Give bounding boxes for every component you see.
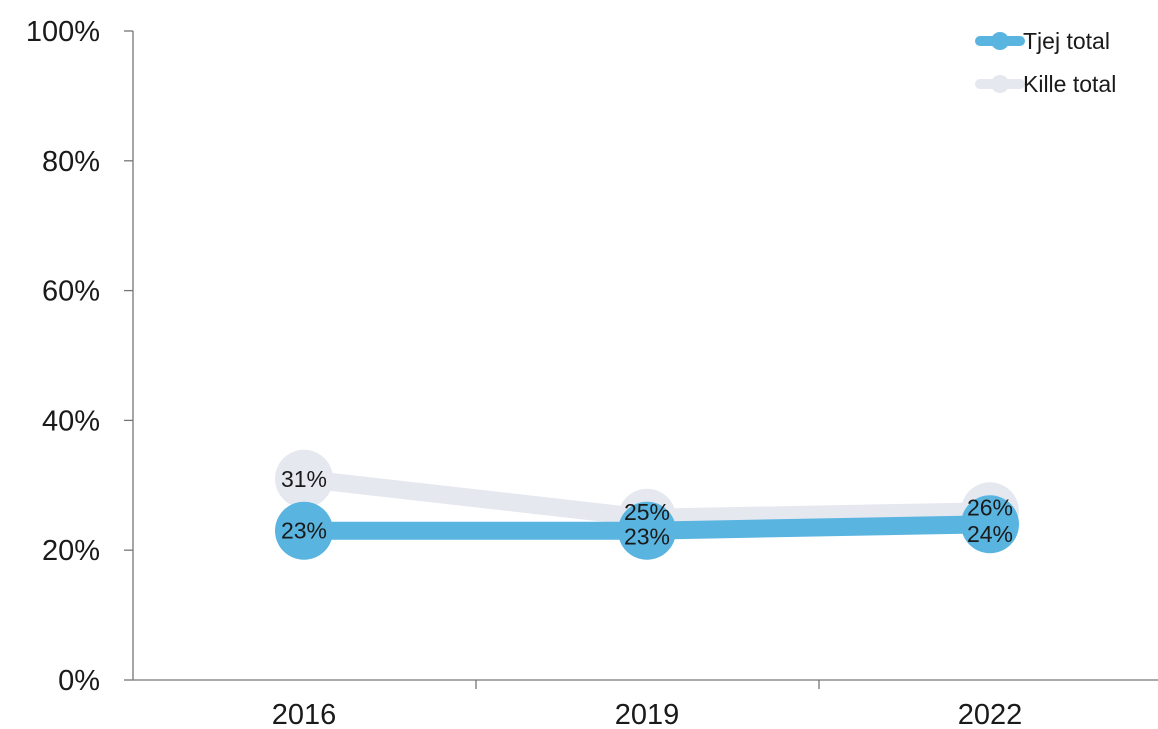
series-1-point — [275, 449, 333, 508]
series-layer — [275, 449, 1019, 560]
data-label: 25% — [624, 499, 670, 525]
data-label: 23% — [624, 524, 670, 550]
axes — [132, 31, 1158, 681]
y-tick-label: 20% — [42, 535, 100, 567]
series-0-point — [275, 501, 333, 560]
y-tick-label: 80% — [42, 146, 100, 178]
data-label: 24% — [967, 521, 1013, 547]
y-tick-label: 0% — [58, 665, 100, 697]
legend-label: Tjej total — [1023, 28, 1110, 54]
x-tick-label: 2019 — [615, 699, 680, 729]
data-label: 26% — [967, 494, 1013, 520]
x-ticks: 2016 2019 2022 — [272, 680, 1023, 729]
x-tick-label: 2022 — [958, 699, 1023, 729]
y-tick-label: 60% — [42, 276, 100, 308]
y-tick-label: 40% — [42, 405, 100, 437]
legend-swatch-marker — [991, 75, 1009, 93]
y-tick-label: 100% — [26, 16, 100, 48]
legend: Tjej total Kille total — [975, 28, 1116, 97]
data-label: 31% — [281, 466, 327, 492]
legend-label: Kille total — [1023, 71, 1116, 97]
legend-swatch-marker — [991, 32, 1009, 50]
series-0-point — [961, 495, 1019, 554]
data-label: 23% — [281, 518, 327, 544]
data-labels: 23% 23% 24% 31% 25% 26% — [281, 466, 1013, 550]
x-tick-label: 2016 — [272, 699, 337, 729]
y-ticks: 0% 20% 40% 60% 80% 100% — [26, 16, 133, 697]
series-0-point — [618, 501, 676, 560]
